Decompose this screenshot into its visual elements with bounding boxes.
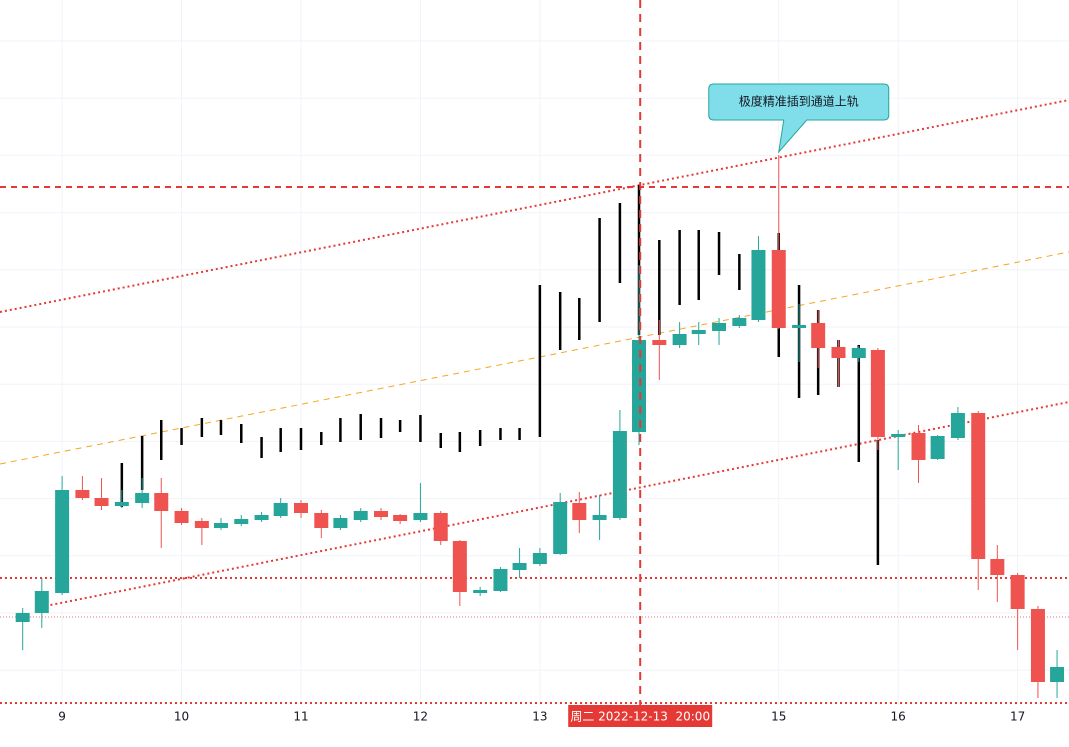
candle-body [452, 541, 467, 592]
annotation-text: 极度精准插到通道上轨 [739, 94, 859, 109]
candle-body [732, 318, 747, 326]
candle-body [15, 613, 30, 622]
candle-body [1030, 609, 1045, 682]
x-tick-label: 15 [771, 710, 786, 724]
candle-body [632, 340, 647, 432]
candle-body [374, 511, 389, 517]
candle-body [891, 434, 906, 437]
candle-body [652, 340, 667, 345]
candle-body [75, 490, 90, 498]
candle-body [851, 348, 866, 358]
candle-body [771, 250, 786, 328]
candle-body [114, 502, 129, 506]
candle-body [154, 493, 169, 511]
x-tick-label: 17 [1010, 710, 1025, 724]
candle-body [254, 515, 269, 520]
candle-body [950, 413, 965, 438]
candle-body [213, 523, 228, 528]
x-axis [0, 705, 1069, 747]
candle-body [592, 515, 607, 520]
candle-body [612, 431, 627, 518]
candle-body [174, 511, 189, 523]
candle-body [1050, 667, 1065, 682]
candle-body [831, 347, 846, 358]
candle-body [553, 502, 568, 554]
candle-body [433, 513, 448, 541]
candle-body [34, 591, 49, 613]
candle-body [273, 503, 288, 516]
candle-body [712, 323, 727, 331]
candle-body [870, 350, 885, 437]
candle-body [691, 330, 706, 334]
candle-body [990, 559, 1005, 575]
candle-body [751, 250, 766, 320]
candle-body [811, 323, 826, 348]
channel-line [0, 251, 1069, 465]
candle-body [393, 515, 408, 521]
channel-line [0, 99, 1069, 313]
crosshair-label-box [568, 705, 713, 727]
candle-body [94, 498, 109, 506]
x-tick-label: 10 [174, 710, 189, 724]
candle-body [930, 436, 945, 459]
candle-body [194, 521, 209, 528]
candle-body [532, 553, 547, 564]
candle-body [135, 493, 150, 503]
candle-body [672, 334, 687, 345]
candle-body [293, 503, 308, 513]
candle-body [792, 325, 807, 328]
candle-body [55, 490, 70, 593]
callout [708, 83, 890, 154]
candle-body [493, 569, 508, 591]
candle-body [473, 590, 488, 593]
candle-body [1010, 575, 1025, 609]
candle-body [413, 513, 428, 520]
crosshair-label: 周二 2022-12-13 20:00 [570, 710, 710, 724]
x-tick-label: 13 [532, 710, 547, 724]
candle-body [234, 519, 249, 524]
x-tick-label: 11 [293, 710, 308, 724]
candle-body [911, 433, 926, 460]
candle-body [333, 518, 348, 528]
x-tick-label: 12 [413, 710, 428, 724]
candle-body [353, 511, 368, 520]
x-tick-label: 16 [891, 710, 906, 724]
candle-body [314, 513, 329, 528]
candle-body [512, 563, 527, 570]
candle-body [971, 413, 986, 559]
x-tick-label: 9 [58, 710, 66, 724]
candle-body [572, 503, 587, 520]
